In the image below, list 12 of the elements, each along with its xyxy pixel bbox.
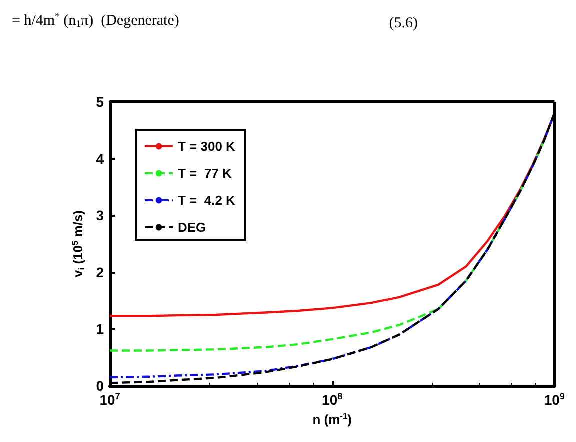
y-tick-label: 4: [96, 150, 104, 167]
y-tick-label: 2: [96, 264, 104, 280]
legend-label: T = 77 K: [178, 166, 232, 181]
legend-label: T = 4.2 K: [178, 193, 236, 208]
y-tick-label: 3: [96, 208, 104, 224]
y-tick-label: 1: [96, 321, 104, 338]
y-tick-label: 0: [96, 378, 104, 394]
legend-label: DEG: [178, 220, 206, 235]
y-tick-label: 5: [96, 94, 104, 110]
y-axis-title: vi (105 m/s): [70, 210, 86, 278]
legend-label: T = 300 K: [178, 139, 236, 154]
text: (5.6): [389, 16, 418, 32]
